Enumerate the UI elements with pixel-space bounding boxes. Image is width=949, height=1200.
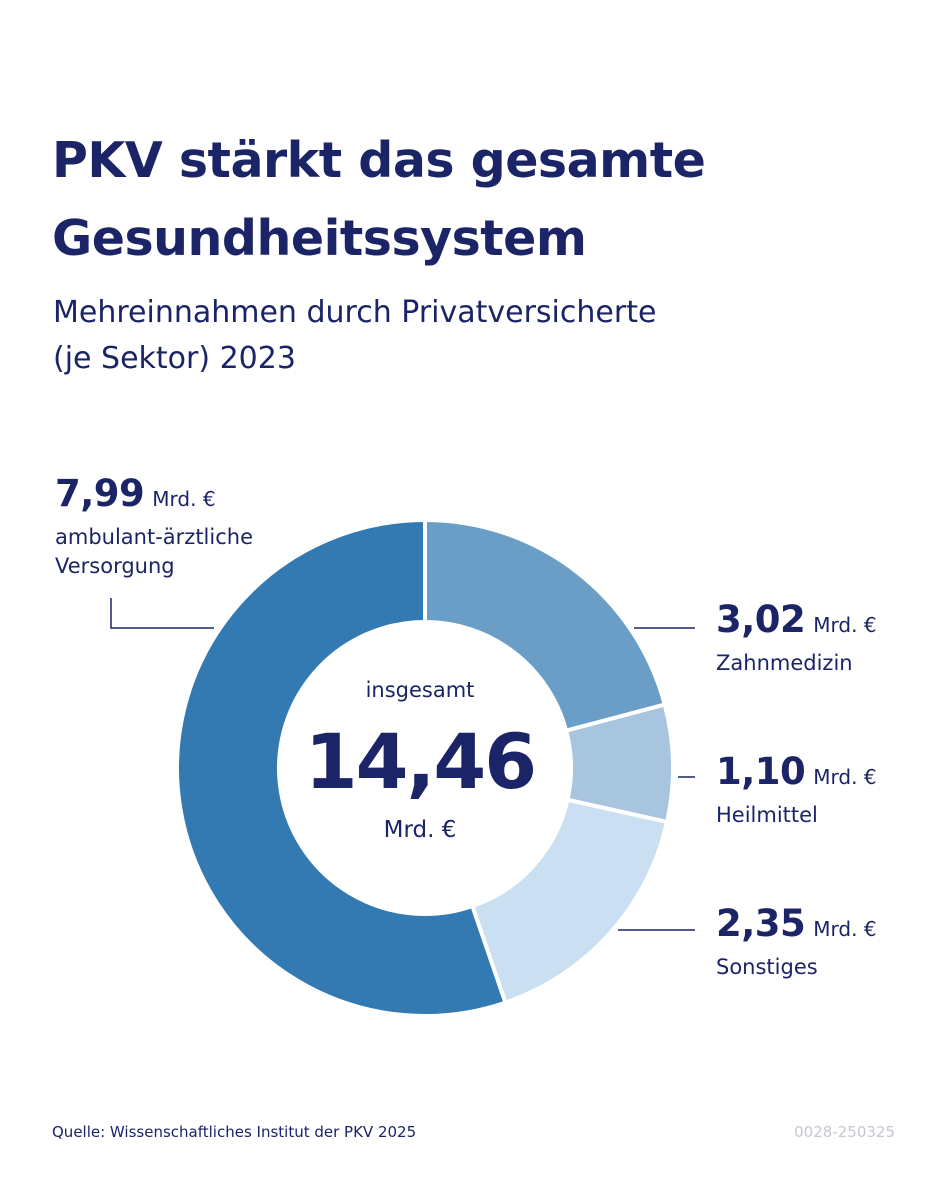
subtitle-line-2: (je Sektor) 2023 [53,341,296,376]
leader-line-ambulant [110,598,214,629]
unit-sonstiges: Mrd. € [813,917,877,941]
slice-sonstiges [469,797,670,1006]
title-line-2: Gesundheitssystem [52,210,587,267]
total-value: 14,46 [305,717,535,806]
category-ambulant: ambulant-ärztliche Versorgung [55,523,295,581]
label-heilmittel: 1,10 Mrd. € Heilmittel [716,750,949,830]
unit-heilmittel: Mrd. € [813,765,877,789]
title-line-1: PKV stärkt das gesamte [52,132,706,189]
label-zahnmedizin: 3,02 Mrd. € Zahnmedizin [716,598,949,678]
donut-slices [175,517,675,1018]
leader-lines [110,598,695,931]
value-heilmittel: 1,10 [716,750,806,793]
category-ambulant-line-1: ambulant-ärztliche [55,525,253,549]
slice-zahnmedizin [423,517,668,734]
value-zahnmedizin: 3,02 [716,598,806,641]
chart-title: PKV stärkt das gesamte Gesundheitssystem [52,122,912,278]
label-sonstiges: 2,35 Mrd. € Sonstiges [716,902,949,982]
category-heilmittel: Heilmittel [716,803,818,827]
category-zahnmedizin: Zahnmedizin [716,651,853,675]
unit-ambulant: Mrd. € [152,487,216,511]
category-sonstiges: Sonstiges [716,955,818,979]
total-label: insgesamt [366,678,475,702]
source-note: Quelle: Wissenschaftliches Institut der … [52,1123,417,1141]
category-ambulant-line-2: Versorgung [55,554,175,578]
unit-zahnmedizin: Mrd. € [813,613,877,637]
document-code: 0028-250325 [794,1123,895,1141]
total-unit: Mrd. € [384,817,457,843]
subtitle-line-1: Mehreinnahmen durch Privatversicherte [53,295,657,330]
value-ambulant: 7,99 [55,472,145,515]
chart-subtitle: Mehreinnahmen durch Privatversicherte (j… [53,290,913,382]
label-ambulant: 7,99 Mrd. € ambulant-ärztliche Versorgung [55,472,295,581]
slice-ambulantärztliche [175,517,508,1018]
value-sonstiges: 2,35 [716,902,806,945]
